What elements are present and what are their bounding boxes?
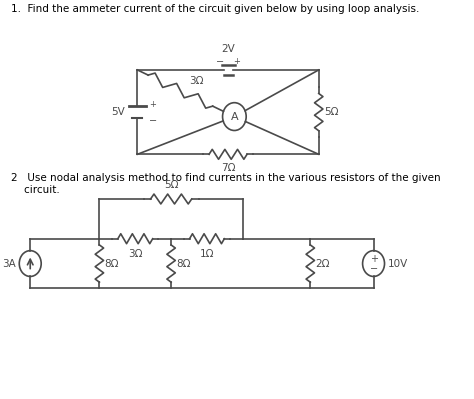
Text: 1.  Find the ammeter current of the circuit given below by using loop analysis.: 1. Find the ammeter current of the circu…	[11, 4, 419, 14]
Text: 2V: 2V	[222, 44, 236, 54]
Text: 5Ω: 5Ω	[325, 107, 339, 117]
Text: circuit.: circuit.	[11, 185, 60, 195]
Text: 5Ω: 5Ω	[164, 180, 178, 190]
Text: 3Ω: 3Ω	[189, 76, 203, 86]
Text: −: −	[216, 57, 224, 67]
Text: 8Ω: 8Ω	[176, 259, 191, 269]
Text: 8Ω: 8Ω	[104, 259, 119, 269]
Text: A: A	[230, 112, 238, 122]
Text: +: +	[149, 100, 156, 109]
Text: +: +	[370, 254, 378, 264]
Text: 7Ω: 7Ω	[221, 163, 235, 173]
Text: +: +	[234, 57, 240, 67]
Text: 3A: 3A	[2, 259, 16, 269]
Text: −: −	[370, 263, 378, 274]
Text: 5V: 5V	[111, 107, 125, 117]
Text: 2Ω: 2Ω	[315, 259, 330, 269]
Text: 1Ω: 1Ω	[200, 249, 214, 259]
Text: 2   Use nodal analysis method to find currents in the various resistors of the g: 2 Use nodal analysis method to find curr…	[11, 173, 440, 183]
Text: 3Ω: 3Ω	[128, 249, 143, 259]
Text: 10V: 10V	[388, 259, 408, 269]
Text: −: −	[149, 116, 157, 126]
